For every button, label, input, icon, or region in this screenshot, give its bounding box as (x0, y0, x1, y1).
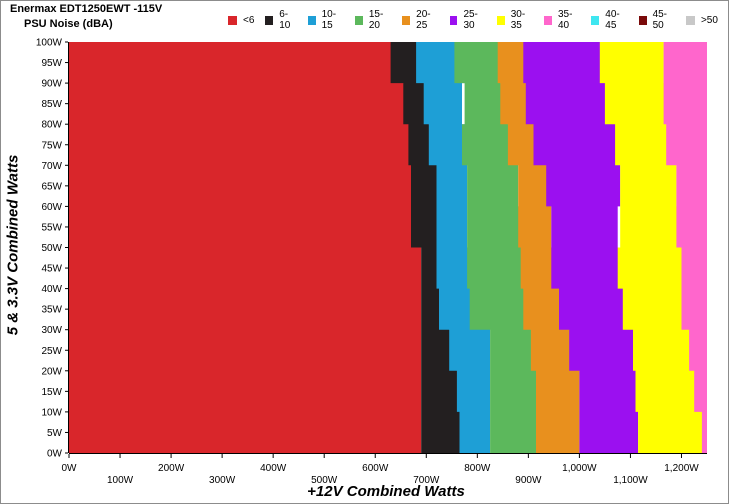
legend-swatch (496, 15, 505, 25)
x-tick-label: 900W (515, 475, 542, 486)
y-tick-label: 60W (41, 202, 62, 213)
x-tick-label: 1,100W (613, 475, 648, 486)
y-tick-label: 55W (41, 222, 62, 233)
noise-band (663, 42, 707, 453)
x-tick-label: 400W (260, 463, 287, 474)
y-tick-label: 100W (36, 38, 63, 49)
x-tick-label: 600W (362, 463, 389, 474)
y-tick-label: 70W (41, 161, 62, 172)
legend-item: >50 (685, 14, 718, 26)
y-tick-label: 20W (41, 366, 62, 377)
legend-item: 6-10 (265, 9, 296, 31)
legend-label: 30-35 (510, 9, 526, 31)
y-tick-label: 65W (41, 181, 62, 192)
noise-band (69, 42, 422, 453)
y-tick-label: 75W (41, 140, 62, 151)
x-tick-label: 1,000W (562, 463, 597, 474)
y-tick-label: 85W (41, 99, 62, 110)
noise-band (416, 42, 491, 453)
legend-item: 25-30 (449, 9, 486, 31)
y-tick-label: 95W (41, 58, 62, 69)
y-tick-label: 80W (41, 120, 62, 131)
axes (68, 42, 707, 454)
x-tick-label: 200W (158, 463, 185, 474)
legend-item: 15-20 (355, 9, 391, 31)
legend-swatch (544, 15, 552, 25)
legend-swatch (685, 15, 695, 25)
y-tick-label: 90W (41, 79, 62, 90)
y-axis-title: 5 & 3.3V Combined Watts (4, 154, 22, 336)
legend-swatch (591, 15, 600, 25)
x-tick-label: 1,200W (664, 463, 699, 474)
chart-title: Enermax EDT1250EWT -115V (10, 3, 163, 15)
y-tick-label: 50W (41, 243, 62, 254)
legend-item: 45-50 (638, 9, 675, 31)
legend-label: 45-50 (652, 9, 668, 31)
legend-item: 40-45 (591, 9, 627, 31)
y-axis-ticks: 0W 5W 10W 15W 20W 25W 30W 35W 40W 45W 50W 55W 60W 65W… (36, 38, 68, 460)
x-tick-label: 500W (311, 475, 338, 486)
y-tick-label: 45W (41, 264, 62, 275)
noise-band (390, 42, 460, 453)
x-tick-label: 0W (62, 463, 78, 474)
y-tick-label: 15W (41, 387, 62, 398)
legend-label: 25-30 (463, 9, 478, 31)
legend-swatch (307, 15, 316, 25)
y-tick-label: 0W (47, 449, 63, 460)
x-tick-label: 100W (107, 475, 134, 486)
x-tick-label: 700W (413, 475, 440, 486)
noise-band (523, 42, 639, 453)
legend-swatch (449, 15, 458, 25)
legend-item: 10-15 (307, 9, 344, 31)
legend-item: 20-25 (402, 9, 438, 31)
legend-label: <6 (243, 14, 255, 26)
y-tick-label: 10W (41, 407, 62, 418)
x-axis-title: +12V Combined Watts (307, 483, 465, 500)
legend-swatch (638, 15, 647, 25)
legend-label: 40-45 (605, 9, 620, 31)
legend-label: 35-40 (558, 9, 573, 31)
y-tick-label: 35W (41, 305, 62, 316)
legend-swatch (402, 15, 411, 25)
legend-item: <6 (228, 15, 254, 26)
noise-bands (69, 42, 707, 453)
legend-swatch (228, 15, 237, 25)
y-tick-label: 40W (41, 284, 62, 295)
legend-label: 20-25 (416, 9, 431, 31)
legend-swatch (355, 15, 363, 25)
legend-swatch (265, 15, 274, 25)
legend-item: 35-40 (544, 9, 580, 31)
x-axis-ticks: 0W 100W 200W 300W 400W 500W 600W 700W 800W 900W 1,… (62, 454, 699, 486)
y-tick-label: 25W (41, 346, 62, 357)
legend-label: 10-15 (321, 9, 337, 31)
x-tick-label: 800W (464, 463, 491, 474)
chart-subtitle: PSU Noise (dBA) (24, 18, 113, 30)
noise-band (497, 42, 580, 453)
legend-label: 15-20 (368, 9, 384, 31)
chart-legend: <6 6-10 10-15 15-20 20-25 25-30 30-35 35-40 40-4… (228, 9, 729, 31)
legend-item: 30-35 (496, 9, 533, 31)
legend-label: >50 (700, 14, 718, 26)
legend-label: 6-10 (279, 9, 291, 31)
y-tick-label: 30W (41, 325, 62, 336)
y-tick-label: 5W (47, 428, 63, 439)
noise-band (599, 42, 707, 453)
x-tick-label: 300W (209, 475, 236, 486)
